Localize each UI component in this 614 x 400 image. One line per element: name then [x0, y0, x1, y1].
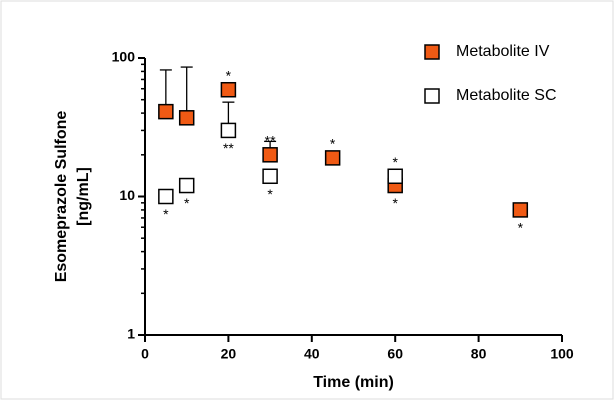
annotation: **	[265, 133, 276, 149]
legend-marker	[424, 44, 440, 60]
y-tick-label: 100	[112, 49, 136, 65]
y-tick-label: 1	[127, 326, 135, 342]
marker	[178, 177, 195, 194]
y-tick-label: 10	[119, 187, 135, 203]
annotation: *	[392, 154, 398, 170]
annotation: *	[163, 206, 169, 222]
x-tick-label: 80	[471, 346, 487, 362]
legend-marker	[424, 88, 440, 104]
marker	[387, 168, 403, 185]
marker	[220, 81, 237, 98]
x-tick-label: 20	[221, 346, 237, 362]
annotation: *	[267, 186, 273, 202]
x-tick-label: 60	[387, 346, 403, 362]
x-tick-label: 40	[304, 346, 320, 362]
y-axis-title: [ng/mL]	[75, 167, 92, 226]
annotation: *	[518, 220, 524, 236]
annotation: *	[392, 195, 398, 211]
marker	[262, 168, 278, 185]
marker	[324, 150, 341, 166]
annotation: **	[223, 140, 234, 156]
marker	[512, 202, 529, 218]
marker	[220, 122, 237, 139]
annotation: *	[330, 136, 336, 152]
annotation: *	[226, 67, 232, 83]
y-axis-title: Esomeprazole Sulfone	[53, 111, 70, 283]
x-tick-label: 0	[141, 346, 149, 362]
x-tick-label: 100	[550, 346, 574, 362]
x-axis-title: Time (min)	[313, 374, 394, 391]
legend-label: Metabolite SC	[456, 87, 557, 104]
marker	[262, 147, 278, 163]
marker	[178, 110, 195, 126]
legend-label: Metabolite IV	[456, 43, 550, 60]
marker	[158, 188, 174, 205]
annotation: *	[184, 195, 190, 211]
marker	[158, 103, 174, 120]
